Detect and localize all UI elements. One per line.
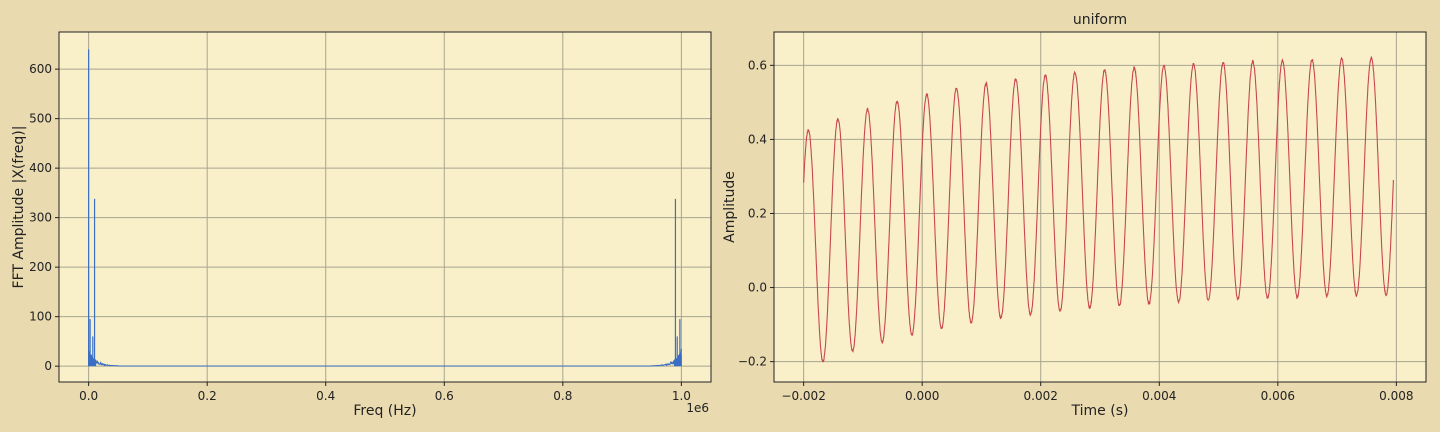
time-x-tick-label: 0.006 xyxy=(1261,389,1295,403)
fft-x-ticks: 0.0 0.2 0.4 0.6 0.8 1.0 xyxy=(79,382,691,403)
fft-x-tick-label: 0.0 xyxy=(79,389,98,403)
fft-x-tick-label: 1.0 xyxy=(672,389,691,403)
time-x-tick-label: 0.008 xyxy=(1379,389,1413,403)
time-x-tick-label: 0.004 xyxy=(1142,389,1176,403)
fft-x-tick-label: 0.8 xyxy=(553,389,572,403)
fft-y-tick-label: 300 xyxy=(29,211,52,225)
fft-y-tick-label: 0 xyxy=(44,359,52,373)
time-y-tick-label: 0.6 xyxy=(748,58,767,72)
time-x-tick-label: 0.002 xyxy=(1024,389,1058,403)
time-y-tick-label: 0.2 xyxy=(748,206,767,220)
time-x-axis-label: Time (s) xyxy=(1071,403,1129,419)
time-panel: −0.002 0.000 0.002 0.004 0.006 0.008 −0.2 0.0 0… xyxy=(722,12,1427,419)
time-y-tick-label: 0.0 xyxy=(748,281,767,295)
fft-x-tick-label: 0.2 xyxy=(198,389,217,403)
time-y-tick-label: −0.2 xyxy=(738,355,767,369)
time-grid xyxy=(774,32,1426,382)
fft-x-tick-label: 0.6 xyxy=(435,389,454,403)
fft-y-tick-label: 600 xyxy=(29,62,52,76)
fft-y-tick-label: 200 xyxy=(29,260,52,274)
fft-x-axis-label: Freq (Hz) xyxy=(353,403,416,419)
fft-panel: 0.0 0.2 0.4 0.6 0.8 1.0 0 100 200 300 400 500 600 F… xyxy=(11,31,712,419)
fft-axes-background xyxy=(59,32,711,382)
fft-x-offset-label: 1e6 xyxy=(686,401,709,415)
time-x-tick-label: −0.002 xyxy=(781,389,825,403)
time-signal-line xyxy=(803,55,1394,363)
fft-x-tick-label: 0.4 xyxy=(316,389,335,403)
time-y-ticks: −0.2 0.0 0.2 0.4 0.6 xyxy=(738,58,774,369)
time-y-tick-label: 0.4 xyxy=(748,132,767,146)
fft-y-tick-label: 100 xyxy=(29,310,52,324)
fft-axes-frame xyxy=(58,31,712,383)
time-axes-frame xyxy=(773,31,1427,383)
fft-spectrum-line xyxy=(88,348,682,367)
time-axes-background xyxy=(774,32,1426,382)
fft-y-ticks: 0 100 200 300 400 500 600 xyxy=(29,62,59,373)
fft-y-tick-label: 400 xyxy=(29,161,52,175)
time-x-tick-label: 0.000 xyxy=(905,389,939,403)
time-x-ticks: −0.002 0.000 0.002 0.004 0.006 0.008 xyxy=(781,382,1414,403)
time-series xyxy=(803,55,1394,363)
time-y-axis-label: Amplitude xyxy=(722,171,738,243)
fft-series xyxy=(88,49,682,367)
time-chart-title: uniform xyxy=(1073,12,1127,28)
fft-y-axis-label: FFT Amplitude |X(freq)| xyxy=(11,126,27,289)
fft-y-tick-label: 500 xyxy=(29,112,52,126)
